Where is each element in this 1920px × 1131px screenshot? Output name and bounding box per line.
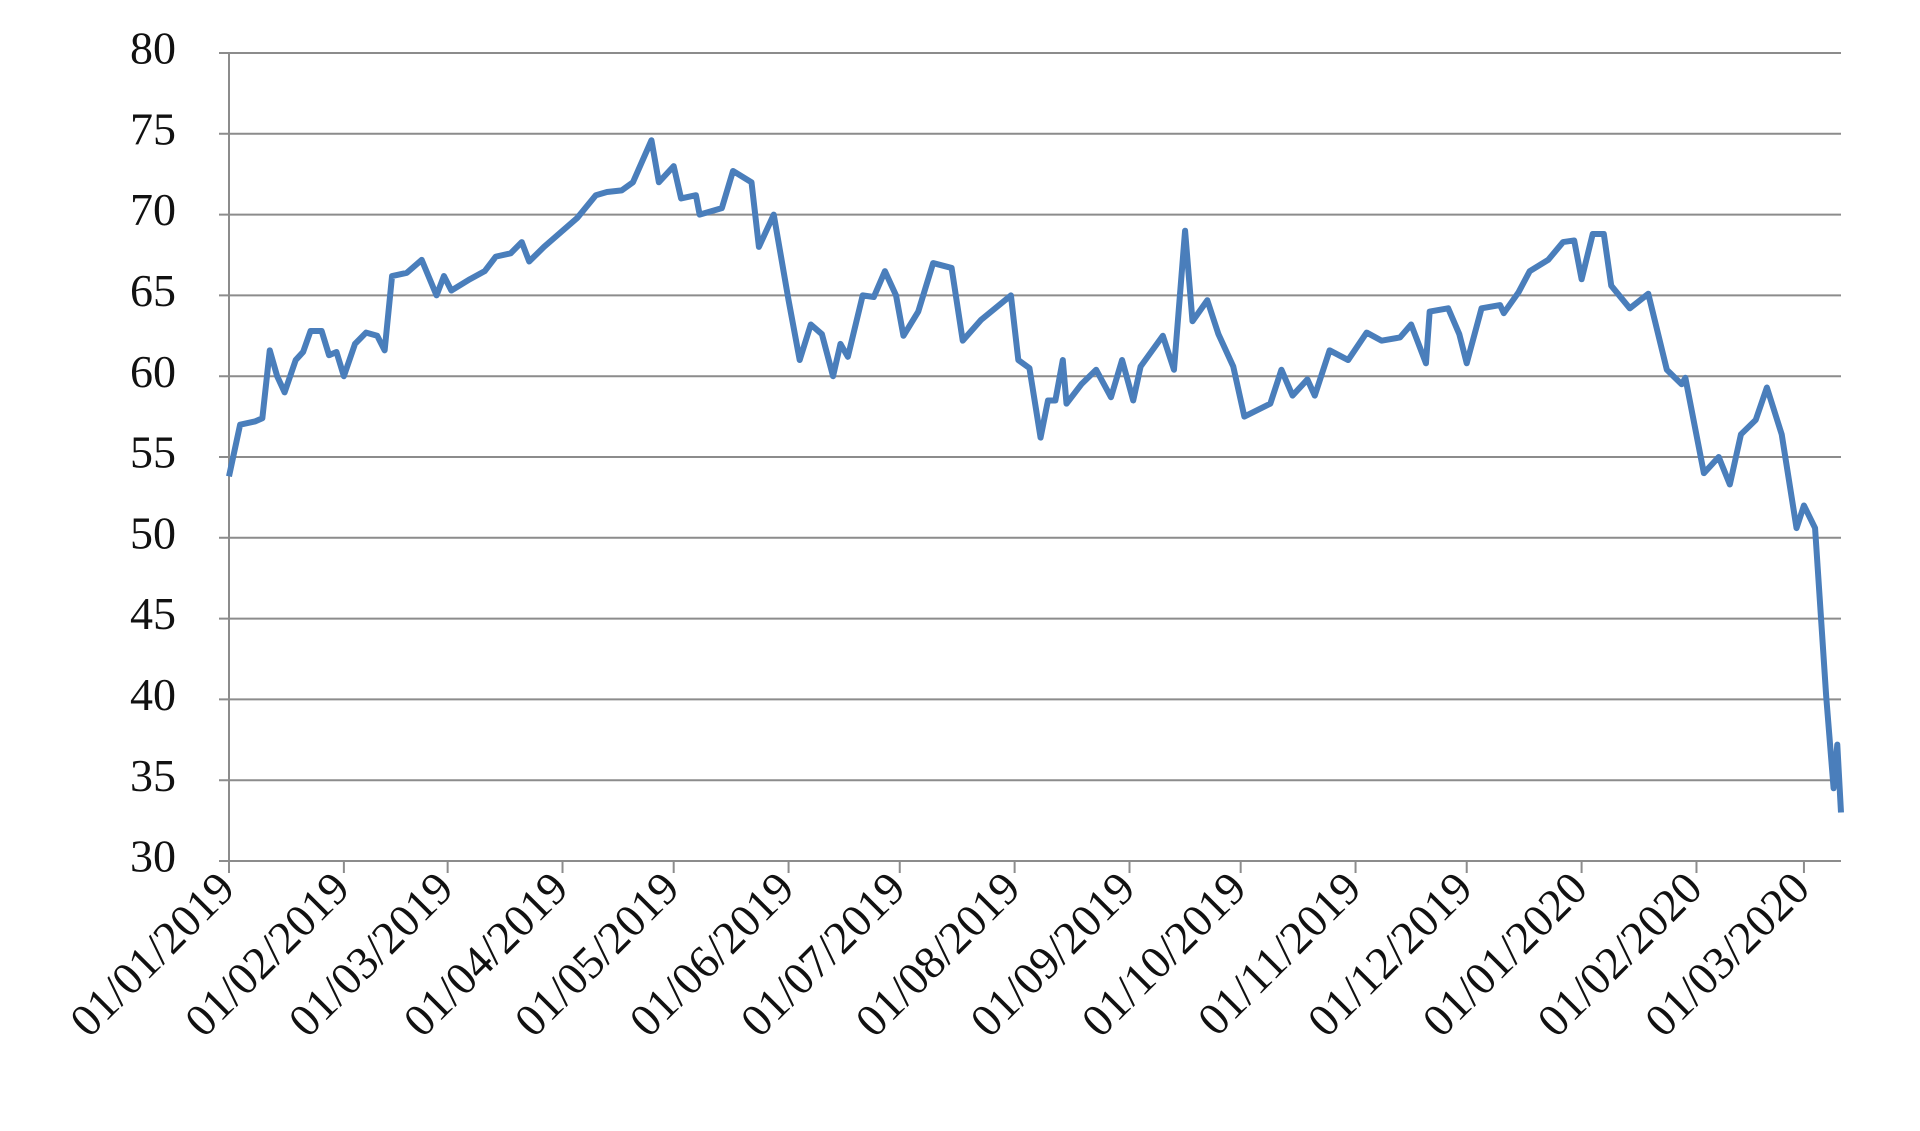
y-tick-label: 65 <box>130 265 176 316</box>
y-tick-label: 60 <box>130 346 176 397</box>
y-tick-label: 55 <box>130 427 176 478</box>
y-tick-label: 35 <box>130 750 176 801</box>
y-tick-label: 50 <box>130 507 176 558</box>
y-tick-label: 80 <box>130 23 176 74</box>
y-tick-label: 70 <box>130 184 176 235</box>
y-tick-label: 40 <box>130 669 176 720</box>
y-tick-label: 30 <box>130 831 176 882</box>
y-tick-label: 45 <box>130 588 176 639</box>
line-series <box>226 137 1844 813</box>
y-tick-label: 75 <box>130 103 176 154</box>
